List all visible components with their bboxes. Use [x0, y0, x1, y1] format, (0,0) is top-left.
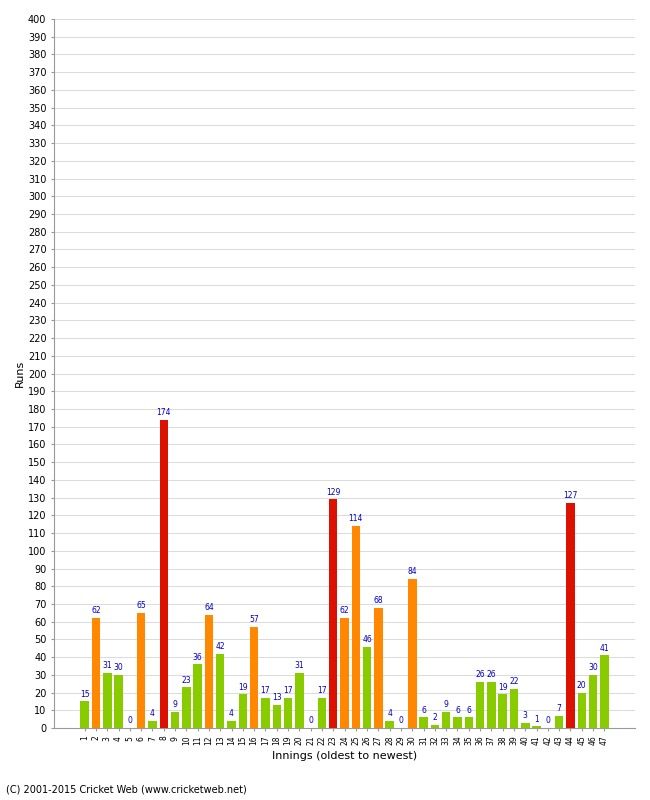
Bar — [81, 702, 89, 728]
Bar — [318, 698, 326, 728]
Bar — [284, 698, 292, 728]
Bar — [114, 675, 123, 728]
Text: 4: 4 — [229, 710, 234, 718]
Text: 17: 17 — [317, 686, 327, 695]
Bar — [363, 646, 371, 728]
Bar — [521, 722, 530, 728]
Bar — [92, 618, 100, 728]
Text: 129: 129 — [326, 488, 341, 497]
Text: 30: 30 — [114, 663, 124, 672]
Text: 41: 41 — [599, 644, 609, 653]
Bar — [352, 526, 360, 728]
Text: 26: 26 — [487, 670, 496, 679]
Bar — [194, 664, 202, 728]
Text: 23: 23 — [181, 676, 191, 685]
Bar — [239, 694, 247, 728]
Bar — [272, 705, 281, 728]
Bar — [589, 675, 597, 728]
Text: 68: 68 — [374, 596, 383, 605]
Bar — [431, 725, 439, 728]
Text: 19: 19 — [238, 682, 248, 692]
Text: 30: 30 — [588, 663, 598, 672]
Bar — [250, 627, 259, 728]
Bar — [385, 721, 394, 728]
Bar — [510, 689, 518, 728]
Text: 0: 0 — [127, 716, 133, 726]
Text: 4: 4 — [150, 710, 155, 718]
Text: 20: 20 — [577, 681, 586, 690]
Text: 84: 84 — [408, 567, 417, 577]
Bar — [465, 718, 473, 728]
Text: 7: 7 — [557, 704, 562, 713]
Bar — [374, 607, 383, 728]
Text: 174: 174 — [157, 408, 171, 417]
Text: 127: 127 — [564, 491, 578, 500]
Bar — [103, 673, 112, 728]
Bar — [453, 718, 461, 728]
Text: 9: 9 — [173, 701, 177, 710]
Text: 36: 36 — [193, 653, 203, 662]
Text: 13: 13 — [272, 694, 281, 702]
Bar — [137, 613, 146, 728]
Bar — [499, 694, 507, 728]
Bar — [578, 693, 586, 728]
X-axis label: Innings (oldest to newest): Innings (oldest to newest) — [272, 751, 417, 761]
Text: 64: 64 — [204, 603, 214, 612]
Text: 31: 31 — [103, 662, 112, 670]
Bar — [419, 718, 428, 728]
Bar — [555, 716, 564, 728]
Bar — [476, 682, 484, 728]
Text: 46: 46 — [362, 635, 372, 644]
Bar — [600, 655, 608, 728]
Bar — [532, 726, 541, 728]
Bar — [295, 673, 304, 728]
Text: 57: 57 — [249, 615, 259, 624]
Text: 26: 26 — [475, 670, 485, 679]
Bar — [159, 420, 168, 728]
Text: 15: 15 — [80, 690, 90, 699]
Bar — [408, 579, 417, 728]
Bar — [442, 712, 450, 728]
Text: 31: 31 — [294, 662, 304, 670]
Text: 19: 19 — [498, 682, 508, 692]
Text: 0: 0 — [398, 716, 404, 726]
Text: 62: 62 — [340, 606, 349, 615]
Text: 6: 6 — [421, 706, 426, 714]
Bar — [182, 687, 190, 728]
Bar — [205, 614, 213, 728]
Bar — [329, 499, 337, 728]
Text: 17: 17 — [283, 686, 293, 695]
Text: 22: 22 — [509, 678, 519, 686]
Text: 6: 6 — [466, 706, 471, 714]
Bar — [341, 618, 349, 728]
Bar — [566, 503, 575, 728]
Text: 0: 0 — [545, 716, 551, 726]
Text: 0: 0 — [308, 716, 313, 726]
Text: 62: 62 — [91, 606, 101, 615]
Bar — [487, 682, 495, 728]
Bar — [261, 698, 270, 728]
Bar — [171, 712, 179, 728]
Text: 2: 2 — [432, 713, 437, 722]
Bar — [227, 721, 236, 728]
Text: (C) 2001-2015 Cricket Web (www.cricketweb.net): (C) 2001-2015 Cricket Web (www.cricketwe… — [6, 784, 247, 794]
Text: 3: 3 — [523, 711, 528, 720]
Text: 17: 17 — [261, 686, 270, 695]
Y-axis label: Runs: Runs — [15, 360, 25, 387]
Text: 9: 9 — [444, 701, 448, 710]
Bar — [216, 654, 224, 728]
Text: 114: 114 — [348, 514, 363, 523]
Text: 65: 65 — [136, 601, 146, 610]
Bar — [148, 721, 157, 728]
Text: 6: 6 — [455, 706, 460, 714]
Text: 42: 42 — [215, 642, 225, 651]
Text: 1: 1 — [534, 714, 539, 724]
Text: 4: 4 — [387, 710, 392, 718]
